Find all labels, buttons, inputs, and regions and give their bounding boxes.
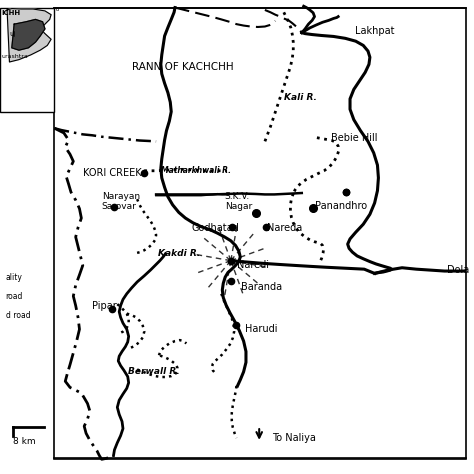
Polygon shape: [7, 9, 51, 62]
Text: Narayan
Sarovar: Narayan Sarovar: [102, 192, 140, 211]
Text: Naredi: Naredi: [237, 260, 269, 270]
Bar: [0, 8, 55, 112]
Text: Kakdi R.: Kakdi R.: [158, 249, 201, 258]
Text: o: o: [56, 7, 59, 12]
Text: Baranda: Baranda: [241, 282, 283, 292]
Bar: [55, 8, 466, 459]
Text: S.K.V.
Nagar: S.K.V. Nagar: [225, 192, 252, 211]
Text: uj: uj: [9, 31, 16, 37]
Text: road: road: [6, 292, 23, 301]
Text: Bebie Hill: Bebie Hill: [331, 133, 378, 143]
Text: ality: ality: [6, 273, 23, 282]
Text: Panandhro: Panandhro: [315, 201, 367, 211]
Text: urashtra: urashtra: [1, 54, 28, 59]
Polygon shape: [12, 19, 45, 50]
Text: To Naliya: To Naliya: [272, 433, 316, 443]
Text: Dola: Dola: [447, 265, 469, 275]
Text: d road: d road: [6, 310, 30, 319]
Text: ICHH: ICHH: [1, 9, 20, 16]
Text: Nareda: Nareda: [267, 222, 302, 233]
Text: Godhatad: Godhatad: [191, 222, 239, 233]
Text: 8 km: 8 km: [13, 437, 36, 446]
Text: Lakhpat: Lakhpat: [355, 26, 394, 36]
Text: RANN OF KACHCHH: RANN OF KACHCHH: [132, 62, 234, 72]
Text: Matharkhwali R.: Matharkhwali R.: [161, 166, 231, 175]
Text: Berwall R.: Berwall R.: [128, 367, 180, 376]
Text: Kali R.: Kali R.: [284, 93, 317, 102]
Text: Harudi: Harudi: [245, 324, 277, 334]
Text: Pipar: Pipar: [92, 301, 117, 310]
Text: KORI CREEK: KORI CREEK: [83, 168, 141, 178]
